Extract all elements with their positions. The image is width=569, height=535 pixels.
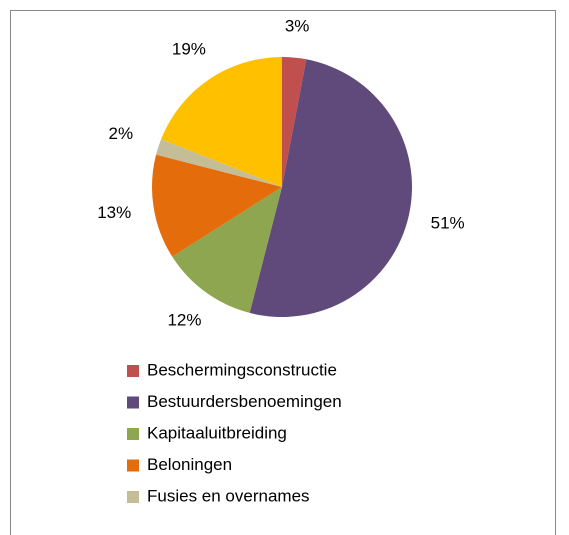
pie-slice: [152, 154, 282, 257]
data-label: 13%: [97, 203, 131, 222]
legend-label: Kapitaaluitbreiding: [147, 423, 287, 442]
pie-slice: [282, 57, 307, 187]
data-label: 51%: [431, 214, 465, 233]
legend-swatch: [127, 491, 139, 503]
legend-label: Fusies en overnames: [147, 486, 310, 505]
legend-swatch: [127, 396, 139, 409]
pie-slice: [156, 139, 282, 187]
pie-slice: [161, 57, 282, 187]
data-label: 19%: [172, 40, 206, 59]
legend-label: Bestuurdersbenoemingen: [147, 392, 342, 411]
data-label: 3%: [285, 16, 310, 35]
legend-swatch: [127, 428, 139, 440]
legend-label: Beschermingsconstructie: [147, 360, 337, 379]
legend-swatch: [127, 459, 139, 472]
data-label: 12%: [167, 311, 201, 330]
chart-frame: [10, 10, 556, 535]
pie-slice: [249, 59, 413, 317]
pie-slice: [172, 187, 282, 313]
data-label: 2%: [108, 124, 133, 143]
legend-label: Beloningen: [147, 455, 232, 474]
legend-swatch: [127, 365, 139, 377]
